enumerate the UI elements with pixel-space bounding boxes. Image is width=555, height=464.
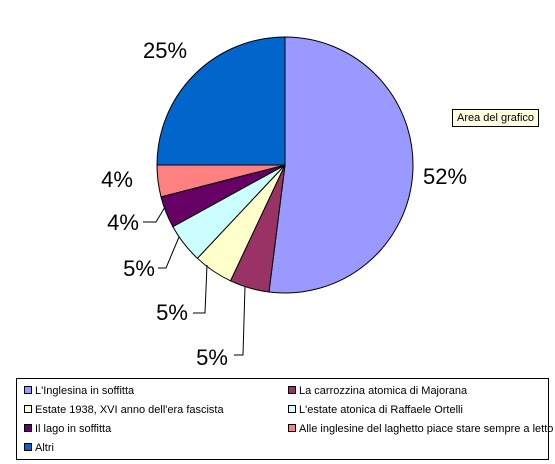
legend-label: Il lago in soffitta bbox=[35, 423, 112, 435]
legend-label: L'Inglesina in soffitta bbox=[35, 385, 135, 397]
legend-label: La carrozzina atomica di Majorana bbox=[299, 385, 468, 397]
legend-item: La carrozzina atomica di Majorana bbox=[288, 385, 467, 398]
legend-swatch bbox=[288, 405, 296, 414]
legend-swatch bbox=[288, 424, 296, 433]
chart-area-tooltip: Area del grafico bbox=[452, 109, 540, 127]
leader-line bbox=[143, 206, 166, 223]
legend-item: Alle inglesine del laghetto piace stare … bbox=[288, 423, 553, 436]
legend-item: L'Inglesina in soffitta bbox=[24, 385, 134, 398]
slice-data-label: 4% bbox=[101, 167, 133, 192]
legend-swatch bbox=[288, 386, 296, 395]
legend-swatch bbox=[24, 424, 32, 433]
legend: L'Inglesina in soffitta La carrozzina at… bbox=[16, 378, 553, 460]
legend-label: Alle inglesine del laghetto piace stare … bbox=[299, 423, 554, 435]
slice-data-label: 4% bbox=[107, 210, 139, 235]
legend-item: Estate 1938, XVI anno dell'era fascista bbox=[24, 404, 224, 417]
slice-data-label: 5% bbox=[123, 256, 155, 281]
legend-item: Il lago in soffitta bbox=[24, 423, 111, 436]
slice-data-label: 25% bbox=[143, 38, 187, 63]
pie-slice bbox=[156, 36, 286, 166]
legend-label: Estate 1938, XVI anno dell'era fascista bbox=[35, 404, 224, 416]
leader-line bbox=[193, 264, 208, 314]
leader-line bbox=[234, 285, 246, 356]
pie-slice bbox=[268, 36, 414, 294]
pie-chart: 52%5%5%5%4%4%25% bbox=[101, 36, 467, 370]
leader-line bbox=[158, 236, 180, 269]
slice-data-label: 5% bbox=[196, 345, 228, 370]
legend-item: Altri bbox=[24, 442, 54, 455]
legend-swatch bbox=[24, 405, 32, 414]
slice-data-label: 52% bbox=[423, 164, 467, 189]
legend-swatch bbox=[24, 443, 32, 452]
legend-item: L'estate atonica di Raffaele Ortelli bbox=[288, 404, 463, 417]
legend-label: L'estate atonica di Raffaele Ortelli bbox=[299, 404, 463, 416]
legend-label: Altri bbox=[35, 442, 54, 454]
slice-data-label: 5% bbox=[156, 300, 188, 325]
legend-swatch bbox=[24, 386, 32, 395]
